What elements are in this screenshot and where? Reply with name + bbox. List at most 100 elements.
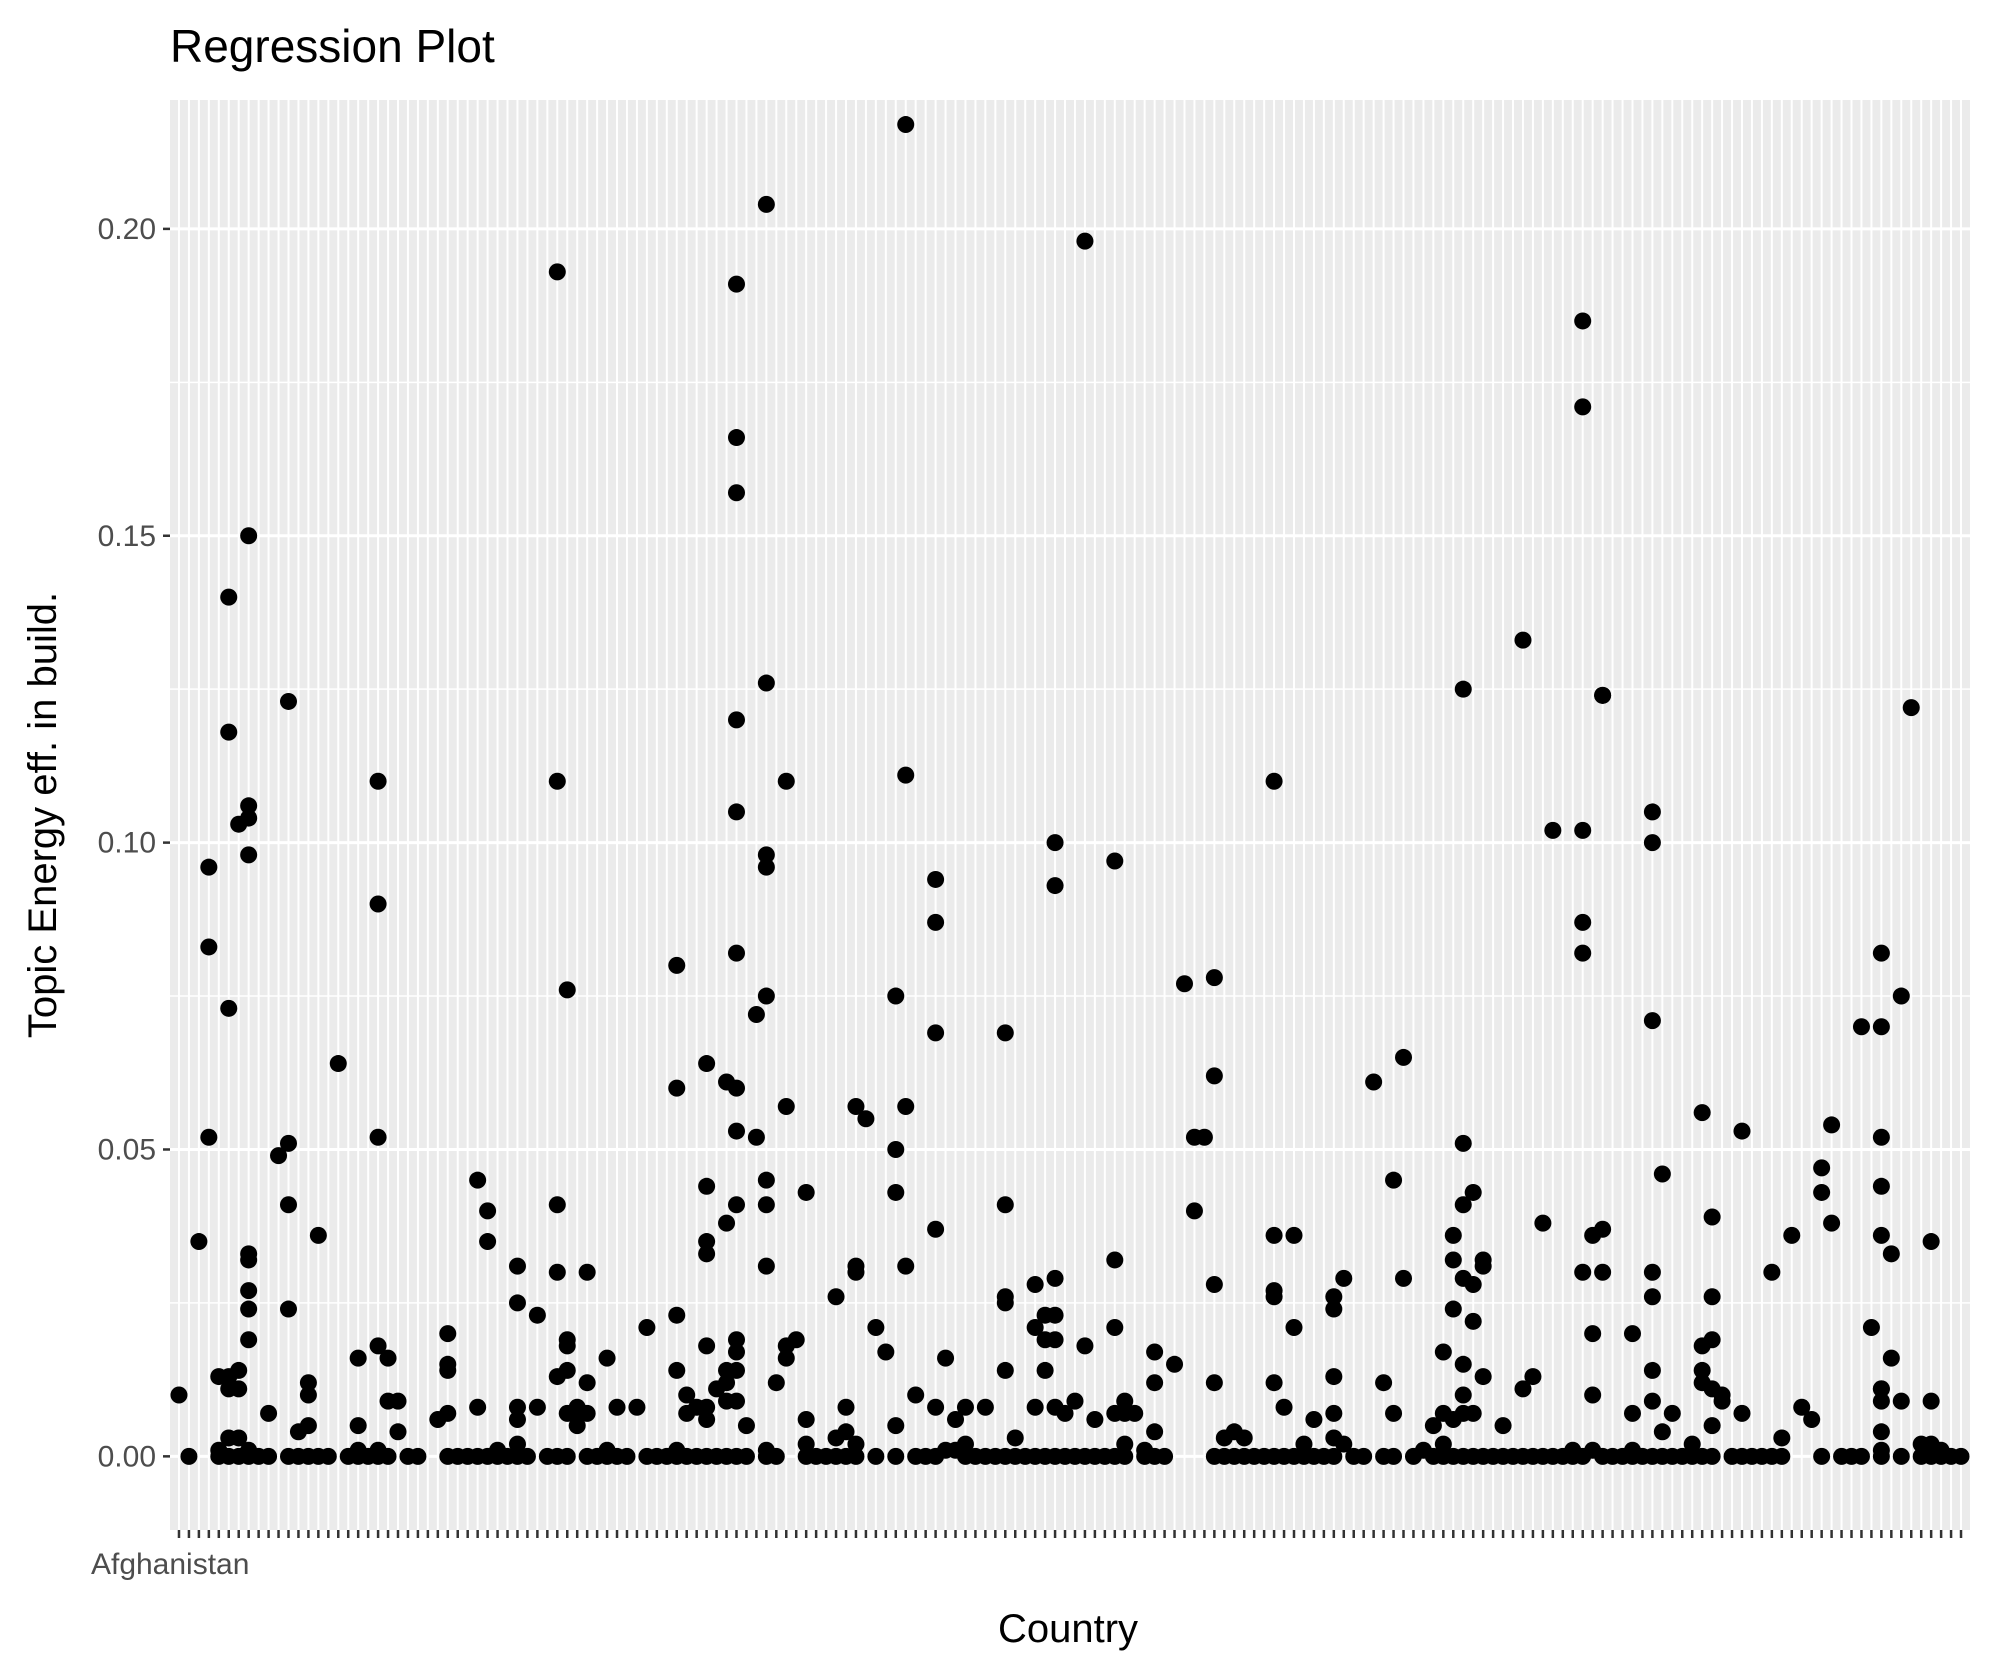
- data-point: [847, 1435, 865, 1453]
- data-point: [389, 1392, 407, 1410]
- data-point: [1872, 1392, 1890, 1410]
- data-point: [718, 1214, 736, 1232]
- data-point: [1106, 852, 1124, 870]
- data-point: [1285, 1226, 1303, 1244]
- data-point: [1066, 1392, 1084, 1410]
- data-point: [1454, 1355, 1472, 1373]
- data-point: [727, 1361, 745, 1379]
- data-point: [757, 846, 775, 864]
- y-axis: 0.00 0.05 0.10 0.15 0.20: [98, 213, 170, 1473]
- data-point: [548, 1196, 566, 1214]
- data-point: [1574, 1263, 1592, 1281]
- data-point: [230, 1380, 248, 1398]
- data-point: [1643, 1263, 1661, 1281]
- data-point: [1703, 1208, 1721, 1226]
- data-point: [200, 938, 218, 956]
- data-point: [927, 913, 945, 931]
- data-point: [1594, 1263, 1612, 1281]
- data-point: [1205, 1067, 1223, 1085]
- data-point: [996, 1288, 1014, 1306]
- data-point: [897, 1257, 915, 1275]
- data-point: [1703, 1447, 1721, 1465]
- data-point: [1574, 944, 1592, 962]
- data-point: [528, 1306, 546, 1324]
- data-point: [956, 1398, 974, 1416]
- y-tick-label: 0.10: [98, 827, 156, 860]
- data-point: [240, 1251, 258, 1269]
- data-point: [379, 1447, 397, 1465]
- data-point: [727, 275, 745, 293]
- data-point: [548, 1263, 566, 1281]
- data-point: [240, 1300, 258, 1318]
- data-point: [1494, 1417, 1512, 1435]
- data-point: [847, 1263, 865, 1281]
- data-point: [618, 1447, 636, 1465]
- data-point: [1773, 1447, 1791, 1465]
- data-point: [1823, 1214, 1841, 1232]
- data-point: [508, 1257, 526, 1275]
- data-point: [927, 1398, 945, 1416]
- data-point: [1026, 1276, 1044, 1294]
- data-point: [668, 1079, 686, 1097]
- data-point: [270, 1147, 288, 1165]
- gridlines: [170, 100, 1970, 1530]
- data-point: [439, 1325, 457, 1343]
- data-point: [1574, 821, 1592, 839]
- data-point: [887, 1140, 905, 1158]
- data-point: [1185, 1202, 1203, 1220]
- data-point: [180, 1447, 198, 1465]
- data-point: [1474, 1257, 1492, 1275]
- data-point: [1265, 1288, 1283, 1306]
- data-point: [1026, 1398, 1044, 1416]
- data-point: [279, 1196, 297, 1214]
- x-axis: Afghanistan: [91, 1530, 1963, 1581]
- data-point: [976, 1398, 994, 1416]
- data-point: [1146, 1343, 1164, 1361]
- data-point: [1444, 1251, 1462, 1269]
- data-point: [578, 1374, 596, 1392]
- data-point: [1793, 1398, 1811, 1416]
- data-point: [887, 987, 905, 1005]
- data-point: [1434, 1343, 1452, 1361]
- data-point: [1643, 1288, 1661, 1306]
- data-point: [230, 1429, 248, 1447]
- data-point: [628, 1398, 646, 1416]
- data-point: [1444, 1226, 1462, 1244]
- data-point: [1653, 1423, 1671, 1441]
- data-point: [558, 1361, 576, 1379]
- data-point: [1872, 1380, 1890, 1398]
- data-point: [1295, 1435, 1313, 1453]
- data-point: [887, 1183, 905, 1201]
- data-point: [598, 1349, 616, 1367]
- data-point: [1076, 1337, 1094, 1355]
- data-point: [1783, 1226, 1801, 1244]
- data-point: [240, 797, 258, 815]
- data-point: [1882, 1245, 1900, 1263]
- data-point: [1713, 1392, 1731, 1410]
- y-tick-label: 0.00: [98, 1440, 156, 1473]
- data-point: [797, 1183, 815, 1201]
- data-point: [1454, 1386, 1472, 1404]
- data-point: [240, 809, 258, 827]
- data-point: [1116, 1447, 1134, 1465]
- data-point: [996, 1024, 1014, 1042]
- chart-title: Regression Plot: [170, 20, 495, 72]
- data-point: [1325, 1447, 1343, 1465]
- data-point: [578, 1404, 596, 1422]
- data-point: [1823, 1116, 1841, 1134]
- data-point: [1076, 232, 1094, 250]
- data-point: [479, 1233, 497, 1251]
- data-point: [1683, 1435, 1701, 1453]
- data-point: [937, 1349, 955, 1367]
- data-point: [568, 1417, 586, 1435]
- data-point: [727, 1392, 745, 1410]
- data-point: [887, 1447, 905, 1465]
- data-point: [200, 858, 218, 876]
- data-point: [1424, 1417, 1442, 1435]
- data-point: [1643, 1012, 1661, 1030]
- data-point: [1444, 1300, 1462, 1318]
- data-point: [767, 1374, 785, 1392]
- data-point: [727, 1122, 745, 1140]
- data-point: [1892, 1392, 1910, 1410]
